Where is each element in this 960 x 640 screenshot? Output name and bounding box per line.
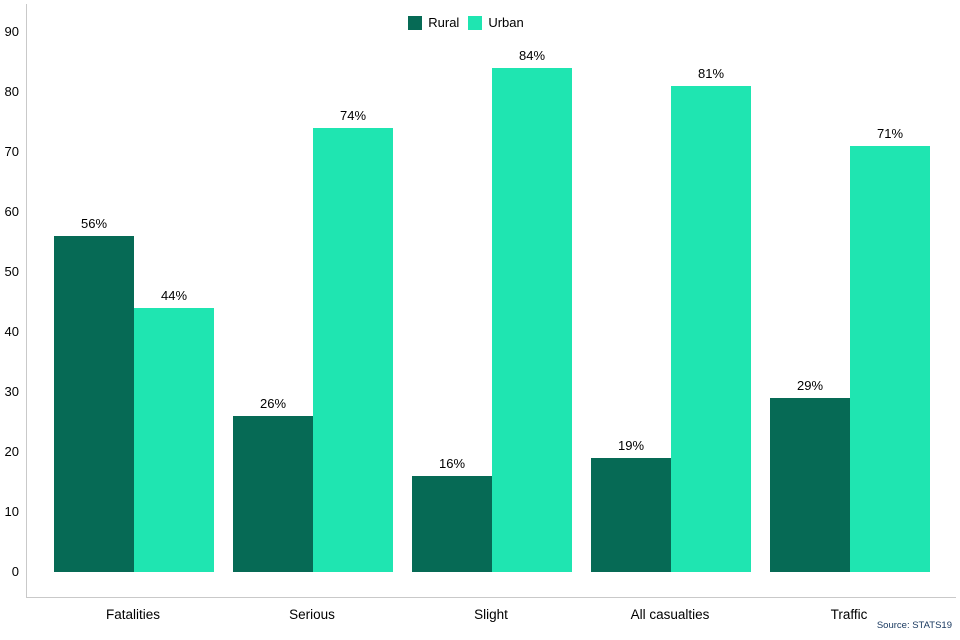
bar-value-label: 19% (617, 438, 645, 453)
bar-urban-all-casualties (671, 86, 751, 572)
plot-area: 56% 44% 26% 74% 16% 84% 19% 81% 29% 71% (26, 4, 956, 598)
source-note: Source: STATS19 (876, 620, 952, 631)
bar-rural-slight (412, 476, 492, 572)
bar-rural-all-casualties (591, 458, 671, 572)
y-tick-label: 30 (4, 384, 19, 399)
bar-value-label: 26% (259, 396, 287, 411)
y-tick-label: 90 (4, 24, 19, 39)
x-category-label: All casualties (630, 607, 710, 622)
legend-label: Urban (488, 15, 524, 30)
bar-value-label: 16% (438, 456, 466, 471)
bar-value-label: 44% (160, 288, 188, 303)
bar-rural-serious (233, 416, 313, 572)
y-tick-label: 50 (4, 264, 19, 279)
x-category-label: Fatalities (105, 607, 161, 622)
x-category-label: Slight (474, 607, 508, 622)
legend-swatch-urban (468, 16, 483, 30)
bar-rural-fatalities (54, 236, 134, 572)
y-tick-label: 70 (4, 144, 19, 159)
y-tick-label: 0 (11, 564, 19, 579)
y-tick-label: 80 (4, 84, 19, 99)
y-tick-label: 60 (4, 204, 19, 219)
y-tick-label: 10 (4, 504, 19, 519)
x-axis-category-labels: Fatalities Serious Slight All casualties Tra… (0, 606, 960, 626)
bar-value-label: 29% (796, 378, 824, 393)
legend-item-rural: Rural (408, 16, 459, 30)
bar-value-label: 84% (518, 48, 546, 63)
bar-value-label: 81% (697, 66, 725, 81)
chart-legend: Rural Urban (0, 16, 946, 30)
legend-swatch-rural (408, 16, 423, 30)
y-tick-label: 20 (4, 444, 19, 459)
bar-rural-traffic (770, 398, 850, 572)
bar-urban-slight (492, 68, 572, 572)
bar-urban-traffic (850, 146, 930, 572)
legend-item-urban: Urban (468, 15, 524, 30)
x-category-label: Traffic (830, 607, 868, 622)
y-tick-label: 40 (4, 324, 19, 339)
bar-value-label: 56% (80, 216, 108, 231)
bar-urban-fatalities (134, 308, 214, 572)
legend-label: Rural (428, 15, 460, 30)
bar-value-label: 74% (339, 108, 367, 123)
bar-urban-serious (313, 128, 393, 572)
x-category-label: Serious (289, 607, 335, 622)
bar-value-label: 71% (876, 126, 904, 141)
y-axis-tick-labels: 0 10 20 30 40 50 60 70 80 90 (0, 0, 19, 640)
